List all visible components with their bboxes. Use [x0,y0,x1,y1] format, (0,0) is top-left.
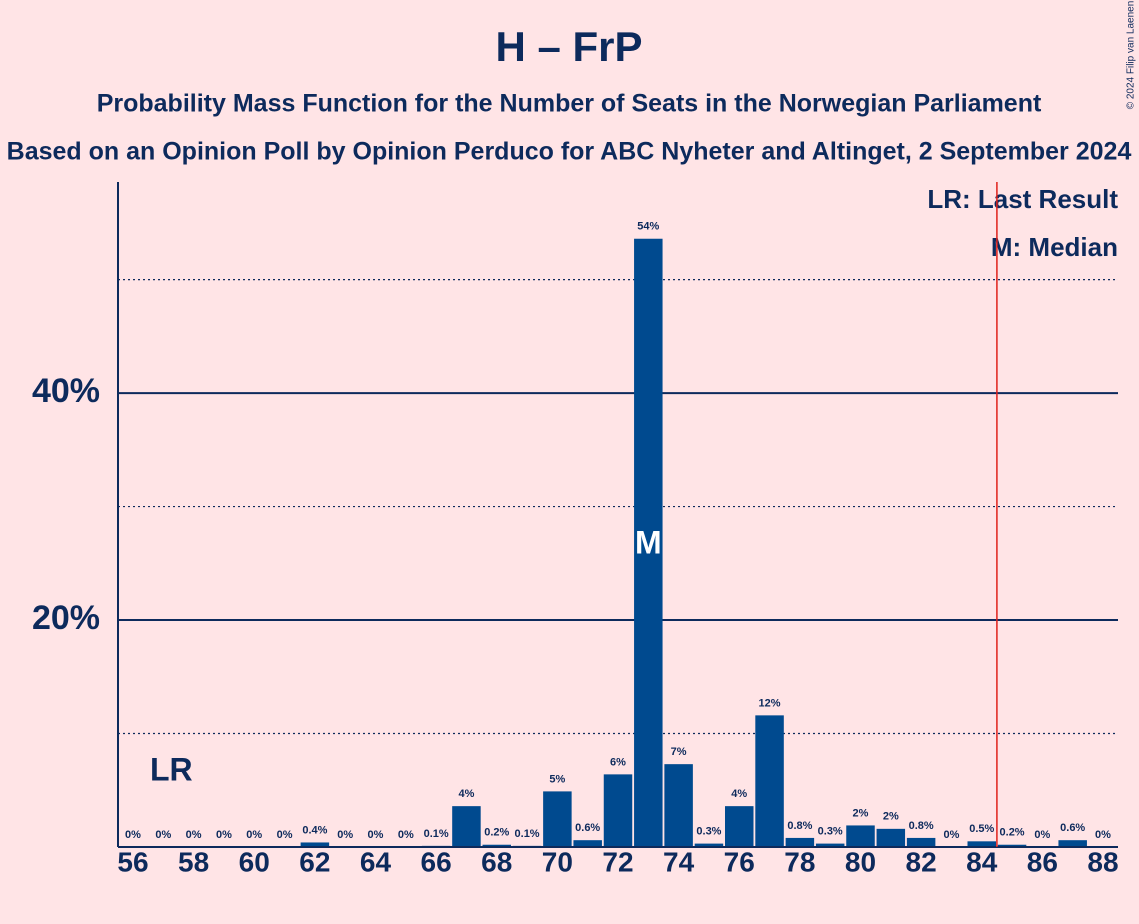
bar [694,843,724,847]
copyright: © 2024 Filip van Laenen [1126,1,1137,110]
y-tick-label: 20% [32,599,100,637]
x-tick-label: 70 [542,846,573,877]
value-label: 0.3% [696,826,721,838]
x-tick-label: 58 [178,846,209,877]
bar [906,837,936,847]
value-label: 5% [549,773,565,785]
bar [876,828,906,847]
x-tick-label: 66 [421,846,452,877]
value-label: 4% [458,788,474,800]
value-label: 0% [246,829,262,841]
value-label: 0.4% [302,824,327,836]
x-tick-label: 72 [602,846,633,877]
value-label: 0% [125,829,141,841]
bar [573,840,602,847]
value-label: 0.2% [1000,827,1025,839]
value-label: 0% [1095,829,1111,841]
value-label: 0.2% [484,827,509,839]
value-label: 0.3% [818,826,843,838]
value-label: 0% [943,829,959,841]
value-label: 7% [671,746,687,758]
value-label: 2% [883,811,899,823]
x-tick-label: 64 [360,846,392,877]
chart-title: H – FrP [495,23,642,70]
chart-subtitle: Based on an Opinion Poll by Opinion Perd… [7,138,1132,166]
bar [482,844,511,847]
x-tick-label: 78 [784,846,815,877]
value-label: 0% [155,829,171,841]
y-tick-label: 40% [32,372,100,410]
chart-subtitle: Probability Mass Function for the Number… [97,90,1042,118]
value-label: 0% [398,829,414,841]
value-label: 0% [337,829,353,841]
bar [967,841,996,847]
bar [300,842,330,847]
x-tick-label: 80 [845,846,876,877]
value-label: 0% [216,829,232,841]
value-label: 0.1% [424,828,449,840]
legend-entry: M: Median [991,232,1118,262]
x-tick-label: 74 [663,846,695,877]
value-label: 6% [610,756,626,768]
value-label: 0.1% [515,828,540,840]
value-label: 12% [759,697,781,709]
x-tick-label: 56 [117,846,148,877]
bar [664,764,693,847]
value-label: 0.8% [909,820,934,832]
bar [846,825,875,847]
value-label: 0.8% [787,820,812,832]
legend-entry: LR: Last Result [927,184,1118,214]
annotation: LR [150,751,193,787]
value-label: 0% [277,829,293,841]
value-label: 0.6% [1060,822,1085,834]
value-label: 0.5% [969,823,994,835]
bar [997,844,1027,847]
value-label: 2% [853,807,869,819]
bar [725,806,754,847]
bar [815,843,845,847]
x-tick-label: 82 [906,846,937,877]
bar [603,774,633,847]
annotation: M [635,524,662,560]
value-label: 0.6% [575,822,600,834]
x-tick-label: 84 [966,846,998,877]
value-label: 4% [731,788,747,800]
bar [543,791,572,847]
x-tick-label: 62 [299,846,330,877]
value-label: 0% [368,829,384,841]
value-label: 54% [637,221,659,233]
value-label: 0% [186,829,202,841]
x-tick-label: 76 [724,846,755,877]
bar [785,837,815,847]
x-tick-label: 86 [1027,846,1058,877]
bar [1058,840,1087,847]
x-tick-label: 60 [239,846,270,877]
bar [634,238,663,848]
value-label: 0% [1034,829,1050,841]
x-tick-label: 68 [481,846,512,877]
x-tick-label: 88 [1087,846,1118,877]
bar [452,806,481,847]
bar [755,715,784,847]
